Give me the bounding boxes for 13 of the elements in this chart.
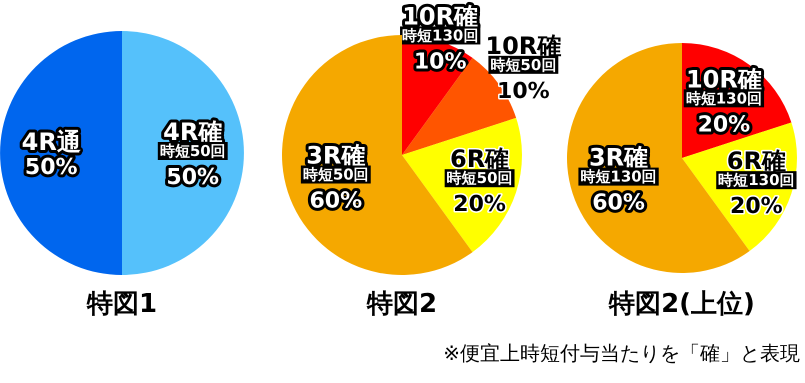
text: ※便宜上時短付与当たりを「確」と表現 xyxy=(443,341,800,365)
text: 特図2(上位) xyxy=(608,289,755,319)
slice-label: 4R通 xyxy=(22,128,81,156)
text: 特図1 xyxy=(86,289,158,319)
data-label: 60% xyxy=(309,188,362,214)
data-label: 10% xyxy=(414,49,467,74)
data-label: 50% xyxy=(166,165,220,190)
data-label: 60% xyxy=(592,190,645,216)
data-label: 20% xyxy=(698,112,750,138)
text: 特図2 xyxy=(366,289,438,319)
data-label: 20% xyxy=(730,194,783,220)
data-label: 20% xyxy=(453,192,506,218)
data-label: 50% xyxy=(24,155,78,180)
